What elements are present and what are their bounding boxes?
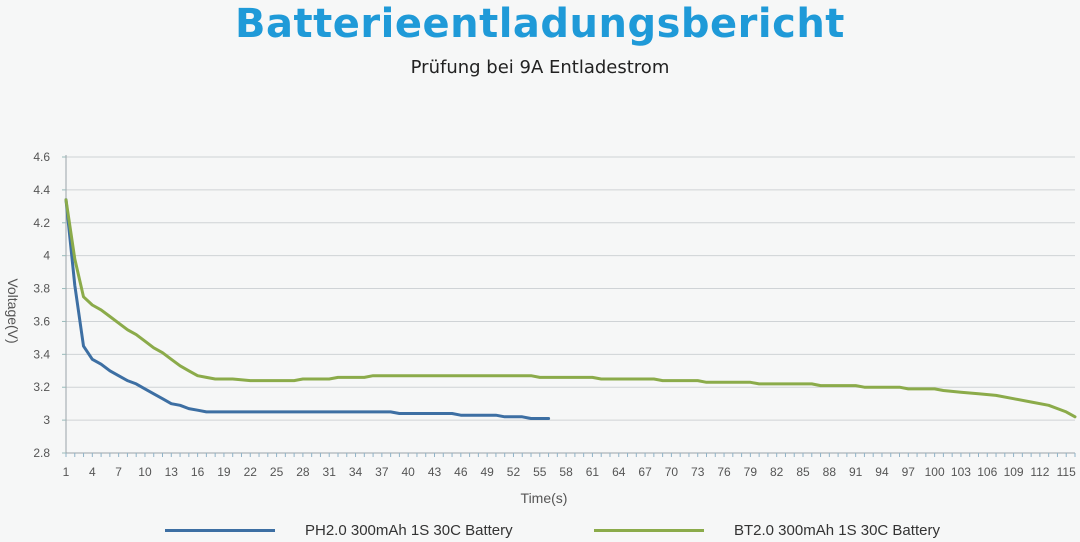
y-tick-label: 4 <box>43 249 50 263</box>
x-tick-label: 91 <box>849 465 863 479</box>
x-tick-label: 16 <box>191 465 205 479</box>
x-tick-label: 67 <box>638 465 652 479</box>
x-tick-label: 115 <box>1057 465 1076 479</box>
page-title: Batterieentladungsbericht <box>235 1 845 47</box>
y-tick-label: 3.8 <box>33 282 50 296</box>
x-tick-label: 70 <box>665 465 679 479</box>
y-axis-label: Voltage(V) <box>5 278 21 343</box>
page-subtitle: Prüfung bei 9A Entladestrom <box>410 57 670 78</box>
x-tick-label: 40 <box>402 465 416 479</box>
x-tick-label: 43 <box>428 465 442 479</box>
grid-lines <box>66 156 1075 421</box>
x-tick-label: 85 <box>796 465 810 479</box>
x-axis-ticks: 1 4 7 10 13 16 19 22 25 28 31 34 37 40 43 46 49 52 55 58 61 6… <box>63 453 1076 479</box>
y-tick-label: 4.4 <box>33 183 50 197</box>
x-tick-label: 52 <box>507 465 521 479</box>
y-tick-label: 3.6 <box>33 314 50 328</box>
x-tick-label: 64 <box>612 465 626 479</box>
legend-item-ph: PH2.0 300mAh 1S 30C Battery <box>165 518 513 542</box>
x-tick-label: 7 <box>115 465 122 479</box>
x-tick-label: 49 <box>480 465 494 479</box>
legend-swatch-bt <box>594 528 704 532</box>
x-tick-label: 94 <box>875 465 889 479</box>
x-tick-label: 97 <box>902 465 916 479</box>
legend-label-ph: PH2.0 300mAh 1S 30C Battery <box>305 521 513 539</box>
x-tick-label: 10 <box>138 465 152 479</box>
x-tick-label: 37 <box>375 465 389 479</box>
series-line-1 <box>64 198 1077 419</box>
x-tick-label: 4 <box>89 465 96 479</box>
axes <box>65 155 1075 454</box>
x-tick-label: 58 <box>559 465 573 479</box>
x-axis-label: Time(s) <box>521 490 568 506</box>
x-tick-label: 109 <box>1004 465 1024 479</box>
x-tick-label: 19 <box>217 465 231 479</box>
series-line-0 <box>64 198 551 420</box>
y-tick-label: 3.2 <box>33 380 50 394</box>
y-axis-ticks: 2.8 3 3.2 3.4 3.6 3.8 4 4.2 4.4 4.6 <box>33 150 66 460</box>
x-tick-label: 1 <box>63 465 70 479</box>
x-tick-label: 13 <box>165 465 179 479</box>
x-tick-label: 100 <box>925 465 945 479</box>
x-tick-label: 103 <box>951 465 971 479</box>
x-tick-label: 112 <box>1030 465 1049 479</box>
legend-swatch-ph <box>165 528 275 532</box>
y-tick-label: 4.6 <box>33 150 50 164</box>
series-lines <box>64 198 1077 420</box>
x-tick-label: 79 <box>744 465 758 479</box>
x-tick-label: 28 <box>296 465 310 479</box>
x-tick-label: 106 <box>977 465 997 479</box>
x-tick-label: 82 <box>770 465 784 479</box>
x-tick-label: 61 <box>586 465 600 479</box>
x-tick-label: 73 <box>691 465 705 479</box>
x-tick-label: 22 <box>244 465 258 479</box>
y-tick-label: 3.4 <box>33 347 50 361</box>
x-tick-label: 25 <box>270 465 284 479</box>
y-tick-label: 2.8 <box>33 446 50 460</box>
x-tick-label: 88 <box>823 465 837 479</box>
x-tick-label: 34 <box>349 465 363 479</box>
legend-item-bt: BT2.0 300mAh 1S 30C Battery <box>594 518 940 542</box>
x-tick-label: 55 <box>533 465 547 479</box>
legend-label-bt: BT2.0 300mAh 1S 30C Battery <box>734 521 940 539</box>
x-tick-label: 76 <box>717 465 731 479</box>
y-tick-label: 3 <box>43 413 50 427</box>
y-tick-label: 4.2 <box>33 216 50 230</box>
x-tick-label: 46 <box>454 465 468 479</box>
x-tick-label: 31 <box>323 465 337 479</box>
